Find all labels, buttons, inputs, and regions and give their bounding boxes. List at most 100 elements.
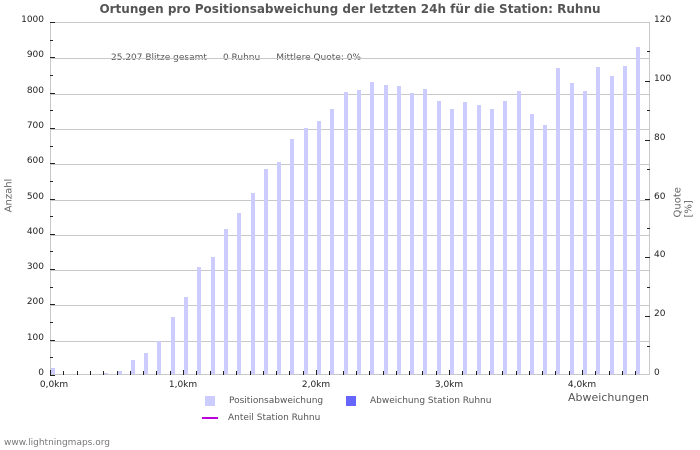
gridline [51,58,649,60]
y-tick-mark [50,198,55,200]
gridline [51,164,649,166]
gridline [51,340,649,342]
x-tick-mark [555,371,557,375]
y2-tick-mark [645,257,650,259]
y-tick-mark [50,304,55,306]
x-tick-mark [209,371,211,375]
legend-item-share: Anteil Station Ruhnu [202,413,320,423]
x-tick-mark [515,371,517,375]
bar [622,66,627,374]
y-tick-label-left: 600 [26,156,44,167]
y-tick-mark [50,269,55,271]
bar [184,296,188,374]
x-tick-mark [89,371,91,375]
bar [396,86,401,374]
bar [556,68,561,374]
y-tick-label-left: 900 [26,50,44,61]
x-tick-mark [76,371,78,375]
bar [463,102,468,374]
legend-swatch-dark [346,396,356,406]
bar [144,352,149,374]
y-minor-tick-mark [50,74,53,76]
y-minor-tick-mark [50,251,53,253]
x-tick-mark [50,370,51,375]
y-minor-tick-mark [50,39,53,41]
y-tick-mark [50,233,55,235]
x-tick-mark [129,371,131,375]
y2-minor-tick-mark [647,51,650,53]
bar [250,193,255,374]
y-tick-mark [50,127,55,129]
x-tick-mark [329,371,331,375]
bar [370,81,375,374]
legend-line-swatch [202,417,218,419]
y2-tick-mark [645,316,650,318]
y-axis-title-left: Anzahl [3,178,15,213]
x-tick-mark [156,371,158,375]
y-tick-mark [50,375,55,376]
footer-url: www.lightningmaps.org [4,438,110,448]
legend-swatch-light [205,396,215,406]
bar [516,91,521,374]
x-tick-mark [608,371,610,375]
x-tick-mark [462,371,464,375]
bar [476,105,481,374]
legend-label: Positionsabweichung [229,396,324,406]
y2-minor-tick-mark [647,110,650,112]
gridline [51,128,649,130]
x-tick-mark [595,371,597,375]
x-tick-mark [316,370,317,375]
bar [210,257,215,374]
x-tick-mark [289,371,291,375]
stats-quota: Mittlere Quote: 0% [276,53,361,63]
y-tick-label-right: 60 [654,191,666,202]
x-tick-mark [183,370,184,375]
bar [170,316,175,374]
bar [609,75,614,374]
bar [290,139,295,374]
bar [529,113,534,374]
x-tick-mark [502,371,504,375]
stats-station: 0 Ruhnu [223,53,260,63]
bar [489,108,494,374]
legend-label: Anteil Station Ruhnu [228,413,321,423]
y2-tick-mark [645,139,650,141]
bar [596,67,601,374]
x-tick-mark [635,371,637,375]
x-tick-mark [621,371,623,375]
x-tick-mark [143,371,145,375]
plot-area: 25.207 Blitze gesamt 0 Ruhnu Mittlere Quot… [50,22,650,375]
x-tick-mark [382,371,384,375]
y2-minor-tick-mark [647,169,650,171]
bar [583,91,587,374]
x-tick-mark [542,371,544,375]
x-tick-mark [236,371,238,375]
x-tick-mark [103,371,105,375]
x-tick-label: 4,0km [567,380,597,390]
y2-minor-tick-mark [647,286,650,288]
y-tick-label-right: 40 [654,250,666,261]
y-minor-tick-mark [50,110,53,112]
bar [543,124,548,374]
bar [303,127,308,374]
x-tick-mark [302,371,304,375]
y-minor-tick-mark [50,216,53,218]
x-tick-mark [422,371,424,375]
x-tick-mark [435,371,437,375]
bar [423,89,428,374]
x-tick-mark [249,371,251,375]
x-tick-mark [116,371,118,375]
y-tick-label-left: 100 [26,332,44,343]
x-tick-label: 3,0km [434,380,464,390]
legend-item-positionsabweichung: Positionsabweichung [205,396,323,406]
x-tick-mark [395,371,397,375]
y-tick-label-left: 1000 [21,15,44,25]
bar [237,212,242,374]
x-tick-label: 2,0km [301,380,331,390]
x-tick-mark [169,371,171,375]
y-tick-mark [50,339,55,341]
bar [503,101,508,374]
gridline [51,305,649,307]
bar [410,92,415,374]
y2-minor-tick-mark [647,345,650,347]
